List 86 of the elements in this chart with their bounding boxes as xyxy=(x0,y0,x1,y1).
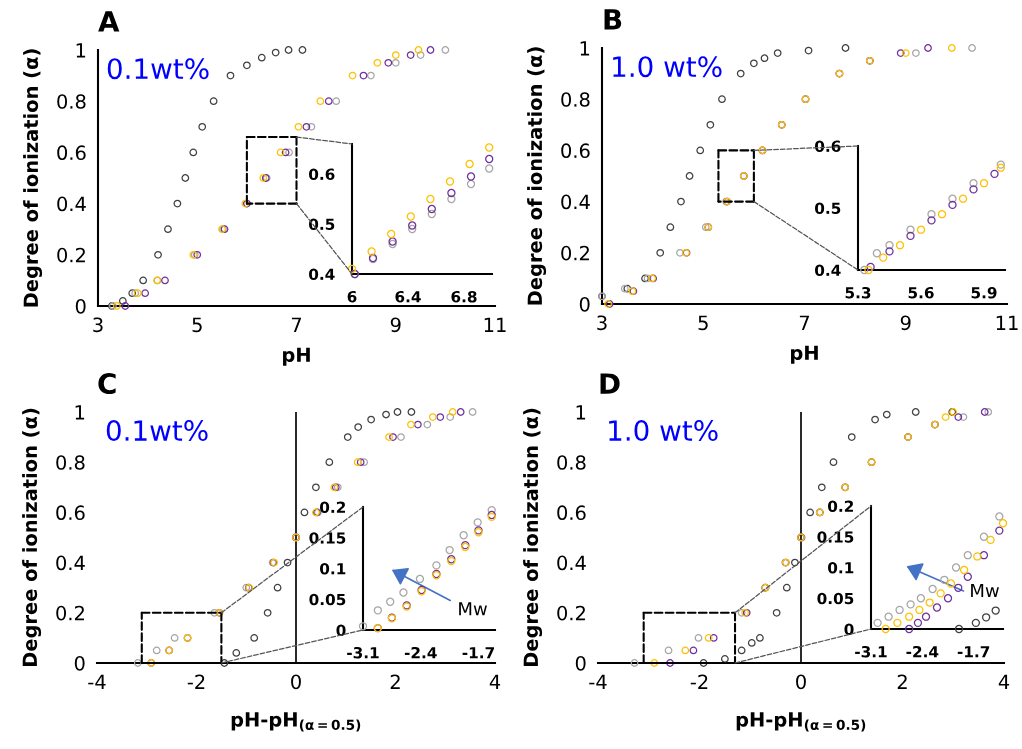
y-tick-label: 0.2 xyxy=(828,500,854,513)
y-tick-label: 0.5 xyxy=(815,202,841,215)
x-tick-label: 4 xyxy=(998,674,1010,689)
x-tick-label: -3.1 xyxy=(855,645,887,658)
x-tick-label: 5 xyxy=(192,317,202,333)
y-tick-label: 0.05 xyxy=(817,592,854,605)
x-tick-label: 6 xyxy=(347,290,357,303)
x-tick-label: -2 xyxy=(690,674,708,689)
x-tick-label: 5.6 xyxy=(908,286,934,299)
x-tick-label: 3 xyxy=(597,315,607,331)
y-tick-label: 0.5 xyxy=(309,218,335,231)
x-tick-label: 9 xyxy=(900,315,911,331)
annotation: 1.0 wt% xyxy=(613,56,722,78)
y-tick-label: 0.4 xyxy=(56,555,85,571)
y-tick-label: 1 xyxy=(75,405,85,420)
x-tick-label: -2.4 xyxy=(404,646,437,659)
y-tick-label: 0.8 xyxy=(561,92,590,107)
annotation: 0.1wt% xyxy=(106,420,208,442)
x-axis-title: pH xyxy=(791,345,818,364)
y-axis-title: Degree of ionization (α) xyxy=(23,49,43,307)
y-tick-label: 0.8 xyxy=(57,94,86,109)
x-tick-label: 2 xyxy=(897,674,907,689)
y-axis-title: Degree of ionization (α) xyxy=(523,408,543,667)
annotation: Mw xyxy=(459,602,487,616)
y-tick-label: 0.6 xyxy=(56,505,85,521)
y-tick-label: 0.6 xyxy=(57,145,86,161)
y-tick-label: 0.2 xyxy=(57,247,85,263)
x-axis-title: pH-pH$_{(α=0.5)}$ xyxy=(231,712,361,732)
x-tick-label: 7 xyxy=(291,317,302,332)
y-tick-label: 1 xyxy=(576,405,586,420)
x-tick-label: -2 xyxy=(187,674,205,689)
x-tick-label: 7 xyxy=(799,315,810,330)
chart-title: D xyxy=(600,373,620,394)
y-tick-label: 0.1 xyxy=(320,562,346,575)
y-tick-label: 0.05 xyxy=(309,593,346,606)
x-tick-label: 5 xyxy=(698,315,708,331)
y-tick-label: 0.6 xyxy=(557,505,586,521)
y-tick-label: 0.6 xyxy=(309,168,335,181)
y-tick-label: 0.6 xyxy=(561,143,590,159)
x-axis-title: pH-pH$_{(α=0.5)}$ xyxy=(736,712,866,732)
y-tick-label: 0.2 xyxy=(561,245,589,261)
x-tick-label: -4 xyxy=(88,674,106,689)
y-tick-label: 0.15 xyxy=(817,531,854,543)
x-tick-label: 0 xyxy=(796,674,806,690)
y-tick-label: 0.2 xyxy=(56,605,84,621)
x-tick-label: -3.1 xyxy=(347,646,379,659)
y-tick-label: 0.15 xyxy=(309,532,346,544)
x-axis-title: pH xyxy=(283,347,310,366)
y-tick-label: 0.4 xyxy=(815,264,841,277)
y-tick-label: 0.1 xyxy=(828,561,854,574)
x-tick-label: -1.7 xyxy=(957,646,990,658)
y-tick-label: 0.4 xyxy=(57,196,86,212)
x-tick-label: -2.4 xyxy=(906,645,939,658)
y-tick-label: 0.8 xyxy=(557,455,586,470)
y-tick-label: 0.2 xyxy=(320,501,346,514)
y-tick-label: 0 xyxy=(844,623,854,636)
y-axis-title: Degree of ionization (α) xyxy=(22,408,42,667)
x-tick-label: 0 xyxy=(291,674,301,690)
y-tick-label: 0.6 xyxy=(815,140,841,153)
x-tick-label: 9 xyxy=(390,317,401,333)
y-axis-title: Degree of ionization (α) xyxy=(527,47,547,305)
y-tick-label: 1 xyxy=(76,43,86,58)
annotation: Mw xyxy=(971,583,999,598)
y-tick-label: 1 xyxy=(580,41,590,56)
x-tick-label: 11 xyxy=(484,317,506,332)
annotation: 0.1wt% xyxy=(107,58,209,80)
chart-title: A xyxy=(98,11,120,32)
annotation: 1.0 wt% xyxy=(609,420,718,442)
x-tick-label: 6.4 xyxy=(395,290,421,303)
y-tick-label: 0.4 xyxy=(561,194,590,210)
x-tick-label: 5.3 xyxy=(845,286,871,299)
x-tick-label: 3 xyxy=(93,317,103,333)
chart-title: C xyxy=(98,373,116,395)
x-tick-label: 2 xyxy=(390,674,400,689)
chart-title: B xyxy=(604,9,622,30)
y-tick-label: 0.2 xyxy=(557,605,585,621)
y-tick-label: 0.4 xyxy=(557,555,586,571)
x-tick-label: 4 xyxy=(489,674,501,689)
y-tick-label: 0.8 xyxy=(56,455,85,470)
y-tick-label: 0 xyxy=(336,624,346,637)
x-tick-label: 5.9 xyxy=(971,286,997,299)
x-tick-label: -1.7 xyxy=(462,647,494,659)
x-tick-label: 11 xyxy=(996,315,1018,330)
x-tick-label: 6.8 xyxy=(451,290,477,303)
y-tick-label: 0.4 xyxy=(309,268,335,281)
x-tick-label: -4 xyxy=(589,674,607,689)
